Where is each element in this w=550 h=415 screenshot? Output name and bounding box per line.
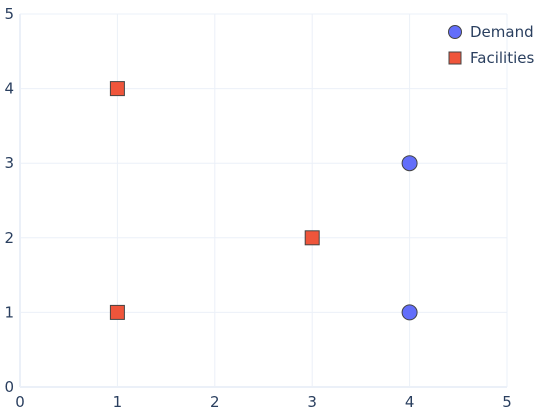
y-tick-label: 5	[4, 5, 14, 23]
demand-point[interactable]	[401, 155, 418, 172]
legend-square-icon	[448, 51, 462, 65]
x-tick-label: 3	[307, 393, 317, 411]
y-tick-label: 1	[4, 303, 14, 321]
x-tick-label: 1	[113, 393, 123, 411]
facility-point[interactable]	[109, 304, 125, 320]
x-tick-label: 2	[210, 393, 220, 411]
legend-circle-icon	[448, 25, 462, 39]
tick-labels: 0 1 2 3 4 5 0 1 2 3 4 5	[4, 5, 511, 411]
facility-point[interactable]	[109, 81, 125, 97]
y-tick-label: 4	[4, 80, 14, 98]
y-tick-label: 2	[4, 229, 14, 247]
legend-item-label[interactable]: Facilities	[470, 49, 534, 67]
legend: Demand Facilities	[448, 23, 534, 67]
y-tick-label: 0	[4, 378, 14, 396]
demand-point[interactable]	[401, 304, 418, 321]
x-tick-label: 5	[502, 393, 512, 411]
x-tick-label: 4	[405, 393, 415, 411]
facility-point[interactable]	[304, 230, 320, 246]
y-tick-label: 3	[4, 154, 14, 172]
data-points	[109, 81, 418, 321]
grid-lines	[19, 13, 508, 388]
legend-item-label[interactable]: Demand	[470, 23, 534, 41]
x-tick-label: 0	[15, 393, 25, 411]
